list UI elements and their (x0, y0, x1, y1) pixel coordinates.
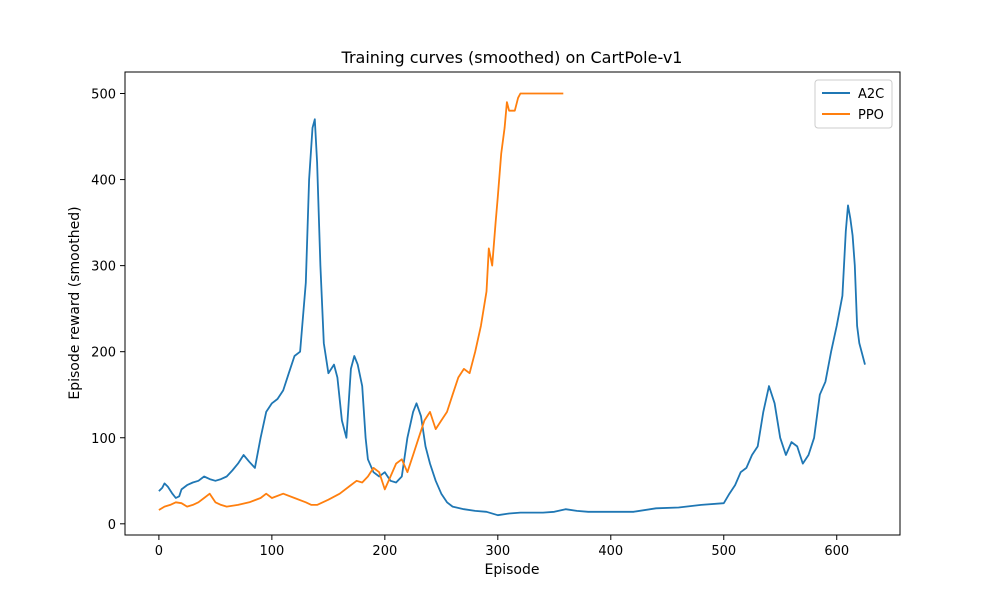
x-tick-label: 600 (824, 544, 849, 559)
y-tick-label: 300 (91, 260, 116, 275)
legend-label-ppo: PPO (858, 108, 884, 123)
y-axis: 0 100 200 300 400 500 (91, 88, 125, 533)
legend-label-a2c: A2C (858, 87, 884, 102)
series-line-a2c (158, 118, 866, 517)
x-tick-label: 300 (485, 544, 510, 559)
x-tick-label: 100 (259, 544, 284, 559)
y-axis-title: Episode reward (smoothed) (67, 206, 83, 399)
x-tick-label: 500 (711, 544, 736, 559)
series-line-ppo (158, 92, 564, 511)
y-tick-label: 200 (91, 346, 116, 361)
x-tick-label: 0 (155, 544, 163, 559)
x-tick-label: 400 (598, 544, 623, 559)
chart-title: Training curves (smoothed) on CartPole-v… (341, 48, 683, 67)
x-axis: 0 100 200 300 400 500 600 (155, 535, 849, 559)
y-tick-label: 100 (91, 432, 116, 447)
y-tick-label: 500 (91, 88, 116, 103)
x-axis-title: Episode (485, 562, 540, 578)
y-tick-label: 400 (91, 174, 116, 189)
series-layer (158, 92, 866, 517)
plot-frame (124, 71, 901, 536)
y-tick-label: 0 (108, 518, 116, 533)
x-tick-label: 200 (372, 544, 397, 559)
legend: A2C PPO (814, 79, 893, 129)
